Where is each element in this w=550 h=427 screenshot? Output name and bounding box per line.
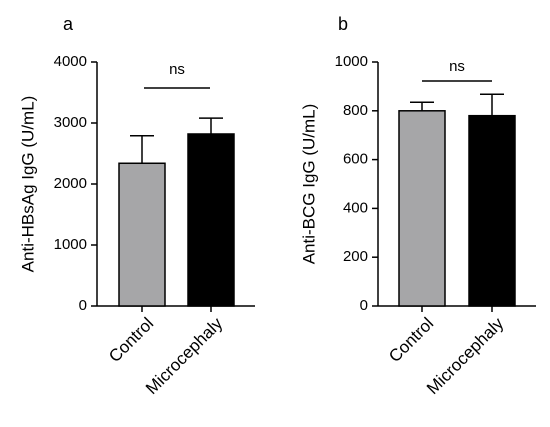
y-tick-label: 2000 [54, 175, 87, 192]
y-tick-label: 0 [79, 297, 87, 314]
x-category-label: Control [385, 314, 437, 366]
y-axis-title: Anti-HBsAg IgG (U/mL) [18, 96, 37, 273]
y-tick-label: 4000 [54, 53, 87, 70]
bar-microcephaly [468, 114, 516, 307]
y-axis-title: Anti-BCG IgG (U/mL) [299, 104, 318, 265]
significance-label: ns [169, 61, 185, 78]
significance-label: ns [449, 58, 465, 75]
bar-control [398, 110, 446, 307]
panel-label: a [63, 14, 74, 34]
y-tick-label: 600 [343, 151, 368, 168]
x-category-label: Control [105, 314, 157, 366]
panel-b-chart: b Anti-BCG IgG (U/mL) 0 200 400 600 800 1000 Con… [299, 14, 536, 398]
panel-a-chart: a Anti-HBsAg IgG (U/mL) 0 1000 2000 3000 4000 C… [18, 14, 255, 398]
bar-microcephaly [187, 133, 235, 307]
y-tick-label: 1000 [54, 236, 87, 253]
y-tick-label: 800 [343, 102, 368, 119]
y-tick-label: 3000 [54, 114, 87, 131]
y-tick-label: 400 [343, 199, 368, 216]
y-tick-label: 1000 [335, 53, 368, 70]
panel-label: b [338, 14, 348, 34]
y-tick-label: 200 [343, 248, 368, 265]
y-tick-label: 0 [360, 297, 368, 314]
bar-control [118, 162, 166, 307]
